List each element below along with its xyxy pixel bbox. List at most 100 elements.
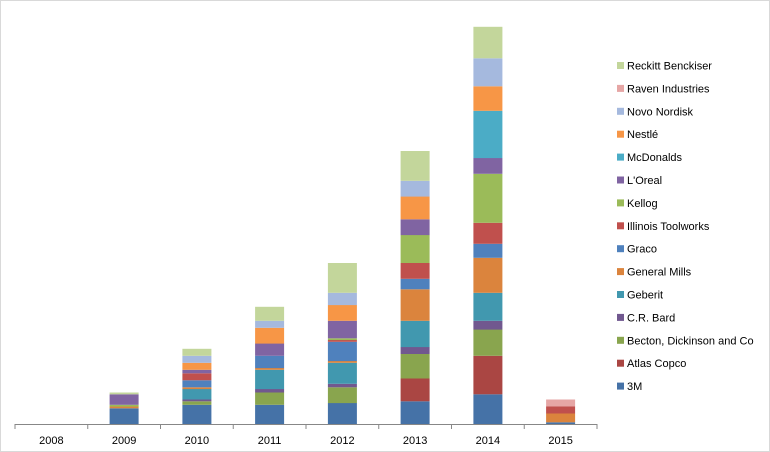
bar-segment xyxy=(327,305,357,321)
bar-segment xyxy=(182,369,212,374)
legend-swatch xyxy=(617,62,624,69)
bar-segment xyxy=(182,380,212,388)
legend-label: Reckitt Benckiser xyxy=(627,61,712,73)
bar-segment xyxy=(400,347,430,354)
bar-segment xyxy=(473,292,503,321)
bar-segment xyxy=(255,306,285,321)
legend-label: C.R. Bard xyxy=(627,312,675,324)
x-tick-label: 2014 xyxy=(476,435,500,447)
legend-label: Kellog xyxy=(627,198,658,210)
x-axis xyxy=(14,424,598,429)
legend-swatch xyxy=(617,153,624,161)
legend-swatch xyxy=(617,313,624,321)
bar-segment xyxy=(400,354,430,379)
bar-segment xyxy=(255,404,285,425)
bar-segment xyxy=(255,368,285,370)
bar-segment xyxy=(109,392,139,395)
legend-swatch xyxy=(617,245,624,253)
legend-label: Nestlé xyxy=(627,129,658,141)
bar-segment xyxy=(327,292,357,306)
bar-segment xyxy=(327,340,357,342)
bar-segment xyxy=(109,408,139,425)
bar-segment xyxy=(327,338,357,341)
bar-segment xyxy=(327,263,357,293)
legend-label: Graco xyxy=(627,244,657,256)
legend-label: Geberit xyxy=(627,290,663,302)
bar-segment xyxy=(182,348,212,356)
bar-segment xyxy=(255,320,285,328)
bar-segment xyxy=(182,399,212,402)
bar-segment xyxy=(546,399,576,407)
x-tick-label: 2012 xyxy=(330,435,354,447)
bar-segment xyxy=(327,320,357,339)
legend-label: L'Oreal xyxy=(627,175,662,187)
bar-segment xyxy=(400,289,430,321)
bar-segment xyxy=(182,355,212,363)
legend-swatch xyxy=(617,84,624,92)
x-tick-label: 2015 xyxy=(548,435,572,447)
bar-segment xyxy=(546,422,576,425)
bar-segment xyxy=(327,341,357,362)
bar-segment xyxy=(473,86,503,111)
bar-segment xyxy=(255,392,285,405)
bar-segment xyxy=(182,389,212,400)
x-tick-label: 2013 xyxy=(403,435,427,447)
bar-segment xyxy=(255,369,285,390)
bar-segment xyxy=(327,387,357,404)
bar-segment xyxy=(182,373,212,381)
bar-segment xyxy=(473,158,503,174)
legend-label: Becton, Dickinson and Co xyxy=(627,335,754,347)
legend-swatch xyxy=(617,199,624,207)
bar-segment xyxy=(400,151,430,181)
legend-label: 3M xyxy=(627,381,642,393)
legend-label: McDonalds xyxy=(627,152,683,164)
bar-segment xyxy=(473,110,503,159)
legend-swatch xyxy=(617,291,624,298)
legend-swatch xyxy=(617,336,624,344)
bar-segment xyxy=(473,329,503,356)
bar-segment xyxy=(473,257,503,293)
bar-segment xyxy=(255,355,285,369)
legend-swatch xyxy=(617,382,624,390)
x-tick-label: 2011 xyxy=(258,435,282,447)
bar-segment xyxy=(327,362,357,384)
legend-swatch xyxy=(617,268,624,276)
legend-label: Illinois Toolworks xyxy=(627,221,710,233)
bar-segment xyxy=(255,343,285,356)
bar-segment xyxy=(400,320,430,348)
bars-group xyxy=(109,26,576,425)
bar-segment xyxy=(400,196,430,220)
legend-swatch xyxy=(617,176,624,184)
legend: Reckitt Benckiser Raven Industries Novo No… xyxy=(617,61,754,393)
bar-segment xyxy=(400,401,430,425)
bar-segment xyxy=(473,320,503,330)
bar-segment xyxy=(109,406,139,409)
bar-segment xyxy=(182,362,212,370)
bar-segment xyxy=(400,235,430,263)
legend-label: Atlas Copco xyxy=(627,358,686,370)
legend-swatch xyxy=(617,107,624,115)
bar-segment xyxy=(473,394,503,425)
bar-segment xyxy=(182,387,212,390)
bar-segment xyxy=(182,404,212,425)
bar-segment xyxy=(473,243,503,258)
legend-label: General Mills xyxy=(627,267,692,279)
bar-segment xyxy=(473,26,503,59)
bar-segment xyxy=(400,278,430,290)
bar-segment xyxy=(109,404,139,407)
legend-swatch xyxy=(617,130,624,138)
bar-segment xyxy=(400,180,430,197)
bar-segment xyxy=(255,389,285,393)
bar-segment xyxy=(255,327,285,344)
bar-segment xyxy=(327,403,357,424)
x-tick-labels: 2008 2009 2010 2011 2012 2013 2014 2015 xyxy=(39,435,573,447)
bar-segment xyxy=(546,413,576,423)
bar-segment xyxy=(327,383,357,388)
bar-segment xyxy=(400,219,430,236)
bar-segment xyxy=(473,58,503,87)
legend-swatch xyxy=(617,359,624,367)
x-tick-label: 2008 xyxy=(39,435,63,447)
bar-segment xyxy=(109,394,139,405)
bar-segment xyxy=(182,401,212,405)
